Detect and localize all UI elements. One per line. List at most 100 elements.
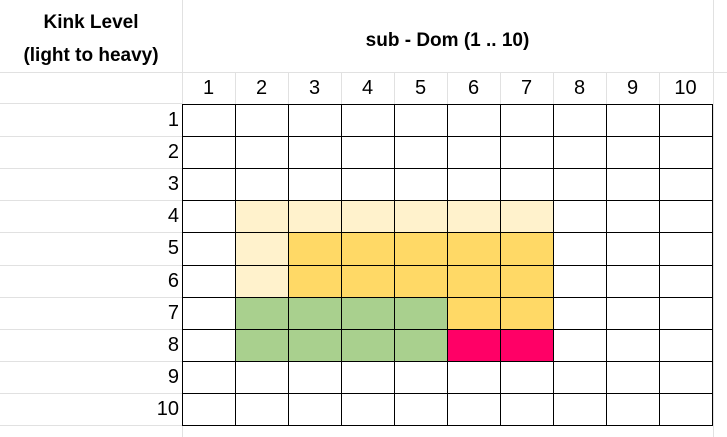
matrix-cell-r4-c7[interactable] [500,200,554,233]
column-label-9[interactable]: 9 [626,77,639,99]
row-label-2[interactable]: 2 [167,141,179,163]
column-label-3[interactable]: 3 [308,77,321,99]
matrix-cell-r4-c9[interactable] [606,200,660,233]
matrix-cell-r9-c10[interactable] [659,361,713,394]
row-header-title-line2[interactable]: (light to heavy) [23,45,159,66]
matrix-cell-r1-c9[interactable] [606,104,660,137]
column-label-2[interactable]: 2 [255,77,268,99]
matrix-cell-r8-c9[interactable] [606,329,660,362]
row-label-9[interactable]: 9 [167,366,179,388]
matrix-cell-r4-c3[interactable] [288,200,342,233]
matrix-cell-r5-c7[interactable] [500,232,554,266]
matrix-cell-r5-c5[interactable] [394,232,448,266]
matrix-cell-r2-c8[interactable] [553,136,607,169]
matrix-cell-r7-c2[interactable] [235,297,289,330]
matrix-cell-r10-c3[interactable] [288,393,342,426]
matrix-cell-r10-c2[interactable] [235,393,289,426]
matrix-cell-r10-c8[interactable] [553,393,607,426]
matrix-cell-r6-c2[interactable] [235,265,289,298]
matrix-cell-r3-c6[interactable] [447,168,501,201]
matrix-cell-r1-c7[interactable] [500,104,554,137]
matrix-cell-r8-c4[interactable] [341,329,395,362]
matrix-cell-r3-c4[interactable] [341,168,395,201]
matrix-cell-r3-c9[interactable] [606,168,660,201]
matrix-cell-r1-c10[interactable] [659,104,713,137]
matrix-cell-r4-c10[interactable] [659,200,713,233]
matrix-cell-r3-c5[interactable] [394,168,448,201]
matrix-cell-r2-c1[interactable] [182,136,236,169]
column-label-10[interactable]: 10 [674,77,697,99]
matrix-cell-r3-c3[interactable] [288,168,342,201]
matrix-cell-r10-c10[interactable] [659,393,713,426]
matrix-cell-r7-c7[interactable] [500,297,554,330]
matrix-cell-r3-c10[interactable] [659,168,713,201]
matrix-cell-r2-c5[interactable] [394,136,448,169]
matrix-cell-r6-c4[interactable] [341,265,395,298]
matrix-cell-r8-c10[interactable] [659,329,713,362]
matrix-cell-r9-c4[interactable] [341,361,395,394]
matrix-cell-r3-c8[interactable] [553,168,607,201]
matrix-cell-r5-c6[interactable] [447,232,501,266]
matrix-cell-r3-c1[interactable] [182,168,236,201]
row-label-5[interactable]: 5 [167,237,179,259]
matrix-cell-r7-c3[interactable] [288,297,342,330]
column-label-4[interactable]: 4 [361,77,374,99]
matrix-cell-r1-c8[interactable] [553,104,607,137]
matrix-cell-r2-c6[interactable] [447,136,501,169]
matrix-cell-r7-c8[interactable] [553,297,607,330]
matrix-cell-r8-c3[interactable] [288,329,342,362]
matrix-cell-r5-c9[interactable] [606,232,660,266]
matrix-cell-r4-c4[interactable] [341,200,395,233]
matrix-cell-r7-c5[interactable] [394,297,448,330]
matrix-cell-r9-c2[interactable] [235,361,289,394]
matrix-cell-r6-c1[interactable] [182,265,236,298]
matrix-cell-r1-c1[interactable] [182,104,236,137]
matrix-cell-r9-c8[interactable] [553,361,607,394]
matrix-cell-r1-c3[interactable] [288,104,342,137]
matrix-cell-r9-c5[interactable] [394,361,448,394]
matrix-cell-r4-c8[interactable] [553,200,607,233]
matrix-cell-r5-c1[interactable] [182,232,236,266]
matrix-cell-r5-c3[interactable] [288,232,342,266]
matrix-cell-r6-c8[interactable] [553,265,607,298]
matrix-cell-r2-c10[interactable] [659,136,713,169]
matrix-cell-r8-c2[interactable] [235,329,289,362]
column-label-8[interactable]: 8 [573,77,586,99]
matrix-cell-r9-c9[interactable] [606,361,660,394]
column-header-title[interactable]: sub - Dom (1 .. 10) [365,30,530,51]
matrix-cell-r4-c5[interactable] [394,200,448,233]
column-label-1[interactable]: 1 [202,77,215,99]
row-label-4[interactable]: 4 [167,205,179,227]
matrix-cell-r2-c7[interactable] [500,136,554,169]
matrix-cell-r9-c6[interactable] [447,361,501,394]
matrix-cell-r10-c7[interactable] [500,393,554,426]
matrix-cell-r5-c10[interactable] [659,232,713,266]
matrix-cell-r8-c8[interactable] [553,329,607,362]
row-label-1[interactable]: 1 [167,109,179,131]
row-label-6[interactable]: 6 [167,270,179,292]
matrix-cell-r5-c4[interactable] [341,232,395,266]
matrix-cell-r3-c7[interactable] [500,168,554,201]
matrix-cell-r6-c7[interactable] [500,265,554,298]
row-label-3[interactable]: 3 [167,173,179,195]
matrix-cell-r1-c6[interactable] [447,104,501,137]
column-label-5[interactable]: 5 [414,77,427,99]
matrix-cell-r7-c10[interactable] [659,297,713,330]
column-label-7[interactable]: 7 [520,77,533,99]
matrix-cell-r10-c1[interactable] [182,393,236,426]
matrix-cell-r7-c6[interactable] [447,297,501,330]
matrix-cell-r1-c5[interactable] [394,104,448,137]
row-label-7[interactable]: 7 [167,302,179,324]
matrix-cell-r9-c1[interactable] [182,361,236,394]
matrix-cell-r2-c3[interactable] [288,136,342,169]
matrix-cell-r1-c4[interactable] [341,104,395,137]
matrix-cell-r6-c3[interactable] [288,265,342,298]
matrix-cell-r10-c5[interactable] [394,393,448,426]
column-label-6[interactable]: 6 [467,77,480,99]
matrix-cell-r9-c3[interactable] [288,361,342,394]
matrix-cell-r7-c1[interactable] [182,297,236,330]
matrix-cell-r2-c9[interactable] [606,136,660,169]
row-header-title-line1[interactable]: Kink Level [43,12,139,33]
matrix-cell-r1-c2[interactable] [235,104,289,137]
matrix-cell-r10-c4[interactable] [341,393,395,426]
